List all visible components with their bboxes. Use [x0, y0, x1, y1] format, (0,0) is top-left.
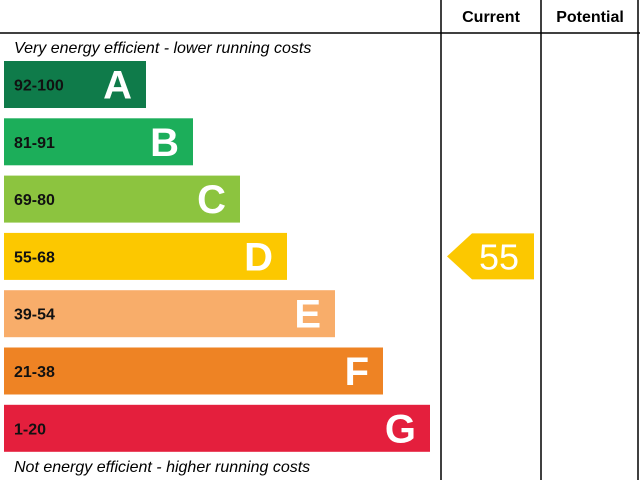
band-letter-label: B: [150, 121, 179, 165]
bottom-caption: Not energy efficient - higher running co…: [14, 459, 310, 476]
band-range-label: 21-38: [14, 364, 55, 381]
column-header-current: Current: [462, 9, 520, 26]
top-caption: Very energy efficient - lower running co…: [14, 40, 311, 57]
band-letter-label: E: [294, 293, 321, 337]
band-range-label: 1-20: [14, 421, 46, 438]
band-range-label: 69-80: [14, 192, 55, 209]
band-letter-label: D: [244, 235, 273, 279]
band-bar-f: [4, 347, 383, 395]
rating-band-g: 1-20 G: [4, 404, 430, 452]
band-letter-label: G: [385, 407, 416, 451]
band-range-label: 55-68: [14, 249, 55, 266]
band-letter-label: C: [197, 178, 226, 222]
band-range-label: 81-91: [14, 135, 55, 152]
band-bar-b: [4, 118, 193, 166]
band-bar-g: [4, 404, 430, 452]
band-letter-label: F: [345, 350, 369, 394]
band-letter-label: A: [103, 64, 132, 108]
band-bar-e: [4, 290, 335, 338]
current-rating-arrow: [447, 233, 534, 280]
band-bar-c: [4, 175, 240, 223]
rating-band-b: 81-91 B: [4, 118, 193, 166]
band-range-label: 39-54: [14, 307, 55, 324]
rating-band-f: 21-38 F: [4, 347, 383, 395]
rating-band-e: 39-54 E: [4, 290, 335, 338]
current-rating-marker: 55: [447, 233, 534, 280]
band-bar-a: [4, 61, 146, 108]
rating-band-a: 92-100 A: [4, 61, 146, 108]
current-rating-value: 55: [479, 236, 519, 277]
rating-bands: 92-100 A 81-91 B 69-80 C 55-68 D 39-54 E 21-38 F 1-2…: [4, 61, 430, 452]
column-header-potential: Potential: [556, 9, 624, 26]
rating-band-d: 55-68 D: [4, 232, 287, 280]
band-bar-d: [4, 232, 287, 280]
rating-band-c: 69-80 C: [4, 175, 240, 223]
band-range-label: 92-100: [14, 78, 64, 95]
